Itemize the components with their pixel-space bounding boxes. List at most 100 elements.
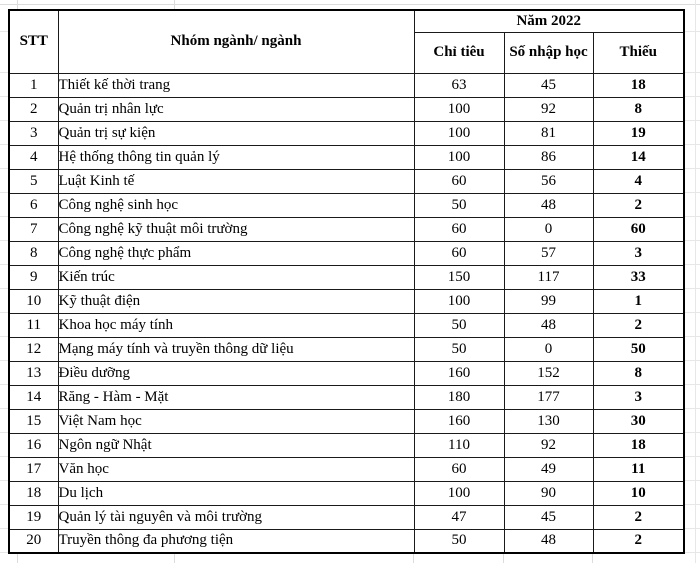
chi-tieu-cell[interactable]: 47 xyxy=(413,504,505,530)
nganh-cell[interactable]: Công nghệ sinh học xyxy=(57,192,415,218)
thieu-cell[interactable]: 4 xyxy=(592,168,685,194)
thieu-cell[interactable]: 30 xyxy=(592,408,685,434)
stt-cell[interactable]: 15 xyxy=(8,408,59,434)
nganh-cell[interactable]: Công nghệ thực phẩm xyxy=(57,240,415,266)
col-header-so-nhap-hoc[interactable]: Số nhập học xyxy=(503,31,594,74)
stt-cell[interactable]: 14 xyxy=(8,384,59,410)
so-nhap-hoc-cell[interactable]: 90 xyxy=(503,480,594,506)
thieu-cell[interactable]: 11 xyxy=(592,456,685,482)
thieu-cell[interactable]: 8 xyxy=(592,96,685,122)
col-header-year-2022[interactable]: Năm 2022 xyxy=(413,9,685,33)
so-nhap-hoc-cell[interactable]: 57 xyxy=(503,240,594,266)
stt-cell[interactable]: 5 xyxy=(8,168,59,194)
thieu-cell[interactable]: 14 xyxy=(592,144,685,170)
chi-tieu-cell[interactable]: 100 xyxy=(413,120,505,146)
so-nhap-hoc-cell[interactable]: 45 xyxy=(503,504,594,530)
nganh-cell[interactable]: Thiết kế thời trang xyxy=(57,72,415,98)
col-header-stt[interactable]: STT xyxy=(8,9,59,74)
stt-cell[interactable]: 1 xyxy=(8,72,59,98)
so-nhap-hoc-cell[interactable]: 92 xyxy=(503,432,594,458)
thieu-cell[interactable]: 50 xyxy=(592,336,685,362)
thieu-cell[interactable]: 1 xyxy=(592,288,685,314)
nganh-cell[interactable]: Điều dưỡng xyxy=(57,360,415,386)
nganh-cell[interactable]: Răng - Hàm - Mặt xyxy=(57,384,415,410)
thieu-cell[interactable]: 2 xyxy=(592,192,685,218)
so-nhap-hoc-cell[interactable]: 48 xyxy=(503,528,594,554)
so-nhap-hoc-cell[interactable]: 49 xyxy=(503,456,594,482)
thieu-cell[interactable]: 18 xyxy=(592,72,685,98)
chi-tieu-cell[interactable]: 60 xyxy=(413,216,505,242)
chi-tieu-cell[interactable]: 100 xyxy=(413,480,505,506)
chi-tieu-cell[interactable]: 160 xyxy=(413,408,505,434)
stt-cell[interactable]: 9 xyxy=(8,264,59,290)
chi-tieu-cell[interactable]: 50 xyxy=(413,336,505,362)
nganh-cell[interactable]: Quản lý tài nguyên và môi trường xyxy=(57,504,415,530)
nganh-cell[interactable]: Luật Kinh tế xyxy=(57,168,415,194)
nganh-cell[interactable]: Hệ thống thông tin quản lý xyxy=(57,144,415,170)
thieu-cell[interactable]: 3 xyxy=(592,384,685,410)
nganh-cell[interactable]: Văn học xyxy=(57,456,415,482)
so-nhap-hoc-cell[interactable]: 86 xyxy=(503,144,594,170)
so-nhap-hoc-cell[interactable]: 130 xyxy=(503,408,594,434)
thieu-cell[interactable]: 8 xyxy=(592,360,685,386)
so-nhap-hoc-cell[interactable]: 92 xyxy=(503,96,594,122)
nganh-cell[interactable]: Việt Nam học xyxy=(57,408,415,434)
stt-cell[interactable]: 12 xyxy=(8,336,59,362)
so-nhap-hoc-cell[interactable]: 45 xyxy=(503,72,594,98)
nganh-cell[interactable]: Khoa học máy tính xyxy=(57,312,415,338)
stt-cell[interactable]: 11 xyxy=(8,312,59,338)
chi-tieu-cell[interactable]: 180 xyxy=(413,384,505,410)
chi-tieu-cell[interactable]: 100 xyxy=(413,96,505,122)
chi-tieu-cell[interactable]: 150 xyxy=(413,264,505,290)
so-nhap-hoc-cell[interactable]: 152 xyxy=(503,360,594,386)
stt-cell[interactable]: 19 xyxy=(8,504,59,530)
thieu-cell[interactable]: 2 xyxy=(592,504,685,530)
thieu-cell[interactable]: 19 xyxy=(592,120,685,146)
thieu-cell[interactable]: 2 xyxy=(592,528,685,554)
so-nhap-hoc-cell[interactable]: 0 xyxy=(503,216,594,242)
chi-tieu-cell[interactable]: 50 xyxy=(413,192,505,218)
stt-cell[interactable]: 18 xyxy=(8,480,59,506)
so-nhap-hoc-cell[interactable]: 0 xyxy=(503,336,594,362)
nganh-cell[interactable]: Công nghệ kỹ thuật môi trường xyxy=(57,216,415,242)
chi-tieu-cell[interactable]: 50 xyxy=(413,528,505,554)
nganh-cell[interactable]: Kiến trúc xyxy=(57,264,415,290)
stt-cell[interactable]: 8 xyxy=(8,240,59,266)
nganh-cell[interactable]: Quản trị sự kiện xyxy=(57,120,415,146)
thieu-cell[interactable]: 3 xyxy=(592,240,685,266)
stt-cell[interactable]: 16 xyxy=(8,432,59,458)
stt-cell[interactable]: 3 xyxy=(8,120,59,146)
nganh-cell[interactable]: Truyền thông đa phương tiện xyxy=(57,528,415,554)
so-nhap-hoc-cell[interactable]: 81 xyxy=(503,120,594,146)
thieu-cell[interactable]: 60 xyxy=(592,216,685,242)
nganh-cell[interactable]: Quản trị nhân lực xyxy=(57,96,415,122)
nganh-cell[interactable]: Ngôn ngữ Nhật xyxy=(57,432,415,458)
stt-cell[interactable]: 17 xyxy=(8,456,59,482)
chi-tieu-cell[interactable]: 60 xyxy=(413,168,505,194)
chi-tieu-cell[interactable]: 110 xyxy=(413,432,505,458)
so-nhap-hoc-cell[interactable]: 48 xyxy=(503,312,594,338)
stt-cell[interactable]: 2 xyxy=(8,96,59,122)
col-header-thieu[interactable]: Thiếu xyxy=(592,31,685,74)
stt-cell[interactable]: 7 xyxy=(8,216,59,242)
thieu-cell[interactable]: 18 xyxy=(592,432,685,458)
so-nhap-hoc-cell[interactable]: 117 xyxy=(503,264,594,290)
stt-cell[interactable]: 6 xyxy=(8,192,59,218)
chi-tieu-cell[interactable]: 60 xyxy=(413,456,505,482)
stt-cell[interactable]: 10 xyxy=(8,288,59,314)
chi-tieu-cell[interactable]: 50 xyxy=(413,312,505,338)
thieu-cell[interactable]: 10 xyxy=(592,480,685,506)
stt-cell[interactable]: 4 xyxy=(8,144,59,170)
stt-cell[interactable]: 13 xyxy=(8,360,59,386)
col-header-nganh[interactable]: Nhóm ngành/ ngành xyxy=(57,9,415,74)
col-header-chi-tieu[interactable]: Chỉ tiêu xyxy=(413,31,505,74)
chi-tieu-cell[interactable]: 60 xyxy=(413,240,505,266)
so-nhap-hoc-cell[interactable]: 177 xyxy=(503,384,594,410)
chi-tieu-cell[interactable]: 100 xyxy=(413,288,505,314)
chi-tieu-cell[interactable]: 63 xyxy=(413,72,505,98)
so-nhap-hoc-cell[interactable]: 48 xyxy=(503,192,594,218)
stt-cell[interactable]: 20 xyxy=(8,528,59,554)
nganh-cell[interactable]: Mạng máy tính và truyền thông dữ liệu xyxy=(57,336,415,362)
chi-tieu-cell[interactable]: 100 xyxy=(413,144,505,170)
thieu-cell[interactable]: 33 xyxy=(592,264,685,290)
